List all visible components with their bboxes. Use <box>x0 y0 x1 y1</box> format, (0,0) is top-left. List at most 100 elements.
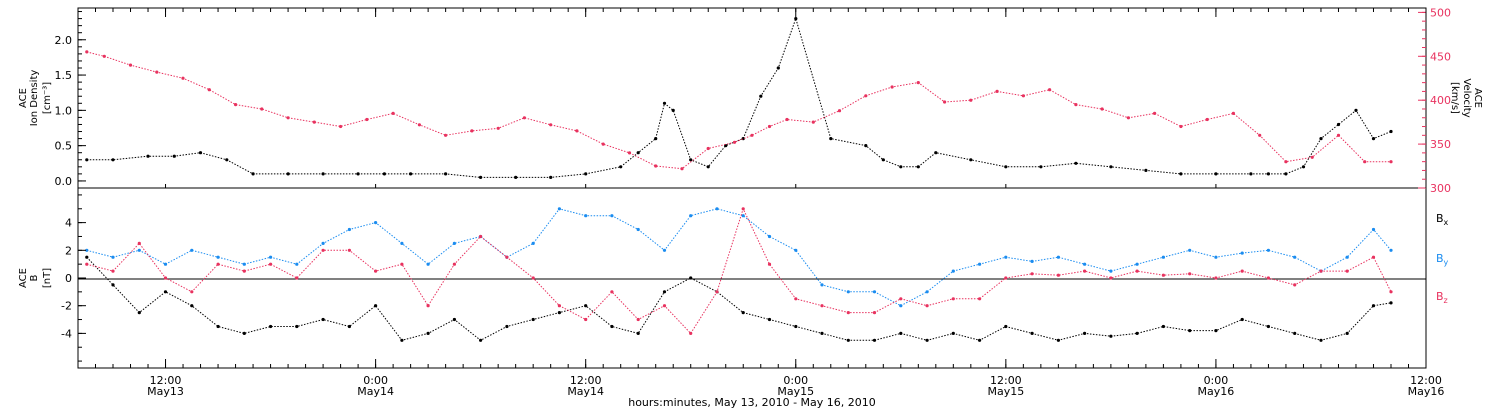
bz-point <box>479 234 483 239</box>
bfield-label-line-1: ACE <box>18 268 29 288</box>
density-panel-series-1-point <box>181 76 185 80</box>
bx-point <box>190 304 194 308</box>
by-point <box>452 241 456 245</box>
density-panel-series-0-point <box>1354 108 1358 112</box>
density-panel-series-0-point <box>864 144 868 148</box>
x-tick-label-time: 12:00 <box>150 374 182 387</box>
bfield-unit: [nT] <box>42 268 53 288</box>
bx-point <box>505 324 509 329</box>
bx-point <box>1214 329 1218 333</box>
bz-point <box>925 304 929 308</box>
by-point <box>269 255 273 259</box>
density-panel-series-1-point <box>916 81 920 85</box>
by-point <box>1293 255 1297 259</box>
density-panel-series-1-point <box>85 50 89 54</box>
by-point <box>321 241 325 245</box>
density-panel-series-0-point <box>1266 172 1270 176</box>
density-panel-series-0-point <box>916 165 920 169</box>
bz-point <box>584 317 588 322</box>
bx-point <box>1345 331 1349 335</box>
density-panel-series-1-point <box>1126 116 1130 120</box>
density-panel-series-0-point <box>899 165 903 169</box>
density-panel-series-1-point <box>785 117 789 122</box>
density-panel-series-1-point <box>1153 111 1157 115</box>
density-panel-series-0-point <box>1179 172 1183 176</box>
velocity-tick-label: 300 <box>1430 182 1451 195</box>
bx-point <box>163 290 168 294</box>
by-point <box>242 262 246 266</box>
legend-bx-base: B <box>1436 212 1444 225</box>
by-point <box>610 214 614 218</box>
density-panel-series-1-point <box>1074 103 1078 107</box>
bz-point <box>872 311 877 315</box>
bz-point <box>1389 290 1393 294</box>
density-panel-series-0-point <box>409 172 413 176</box>
density-panel-series-1-point <box>1310 155 1314 159</box>
density-panel-series-1-point <box>102 54 106 58</box>
bfield-tick-label: 4 <box>65 217 72 230</box>
density-panel-series-1-point <box>391 111 395 115</box>
bx-point <box>794 324 798 329</box>
bz-point <box>1345 269 1349 273</box>
bz-point <box>400 262 404 266</box>
bz-point <box>216 262 220 266</box>
bz-point <box>557 304 562 308</box>
x-tick-label-date: May14 <box>357 385 394 398</box>
bz-point <box>1109 276 1113 280</box>
bz-point <box>689 331 693 335</box>
density-panel-series-1-point <box>207 88 211 92</box>
x-tick-label-time: 0:00 <box>363 374 388 387</box>
velocity-tick-label: 450 <box>1430 50 1451 63</box>
x-axis-title: hours:minutes, May 13, 2010 - May 16, 20… <box>628 396 876 409</box>
bz-point <box>636 317 640 322</box>
density-label-line-1: ACE <box>18 88 29 108</box>
density-panel-series-1-point <box>1284 160 1288 164</box>
velocity-label-line-2: Velocity <box>1461 78 1472 117</box>
legend-by-sub: y <box>1444 258 1449 267</box>
x-tick-label-time: 12:00 <box>990 374 1022 387</box>
velocity-axis-label: ACE Velocity [km/s] <box>1449 78 1483 117</box>
density-panel-series-1-point <box>155 70 159 74</box>
x-tick-label-time: 0:00 <box>1204 374 1229 387</box>
legend-bz: Bz <box>1436 290 1448 305</box>
density-panel-series-1-point <box>680 167 684 171</box>
density-axis-label: ACE Ion Density [cm⁻³] <box>18 70 53 127</box>
bz-point <box>820 304 824 308</box>
bx-point <box>242 331 246 335</box>
density-panel-series-1-point <box>234 103 238 107</box>
density-panel-series-0-point <box>85 158 89 162</box>
x-tick-label-date: May16 <box>1408 385 1445 398</box>
by-point <box>374 221 378 225</box>
by-point <box>715 207 719 211</box>
bz-point <box>741 207 745 211</box>
density-panel-series-1-point <box>312 120 316 124</box>
density-panel-series-0-point <box>689 158 693 162</box>
chart-axes: 0.0 0.5 1.0 1.5 2.0 300 350 400 450 500 -4 -2 0 2 4 12:… <box>55 6 1452 398</box>
by-point <box>1109 269 1113 273</box>
density-panel-series-1-point <box>811 120 815 124</box>
bx-point <box>872 338 877 342</box>
bx-point <box>400 338 404 342</box>
density-panel-series-0-point <box>1144 168 1148 172</box>
bx-point <box>347 324 351 329</box>
bx-point <box>846 338 850 342</box>
bz-point <box>767 262 772 266</box>
by-point <box>662 248 667 252</box>
bx-point <box>662 290 667 294</box>
bz-point <box>1266 276 1270 280</box>
bx-point <box>295 324 299 329</box>
density-panel-series-1-point <box>1100 107 1104 111</box>
density-tick-label: 2.0 <box>55 34 73 47</box>
density-panel-series-0-point <box>549 175 553 179</box>
bx-point <box>1371 304 1376 308</box>
density-panel-series-0-point <box>706 165 710 169</box>
bx-point <box>767 317 772 322</box>
density-panel-series-1-point <box>627 151 632 155</box>
bz-point <box>610 290 614 294</box>
density-panel-series-1-line <box>86 51 1391 170</box>
density-panel-series-1-point <box>601 142 605 146</box>
bz-point <box>1056 273 1060 277</box>
density-panel-series-1-point <box>286 116 290 120</box>
bfield-tick-label: -2 <box>61 300 72 313</box>
bx-point <box>820 331 824 335</box>
